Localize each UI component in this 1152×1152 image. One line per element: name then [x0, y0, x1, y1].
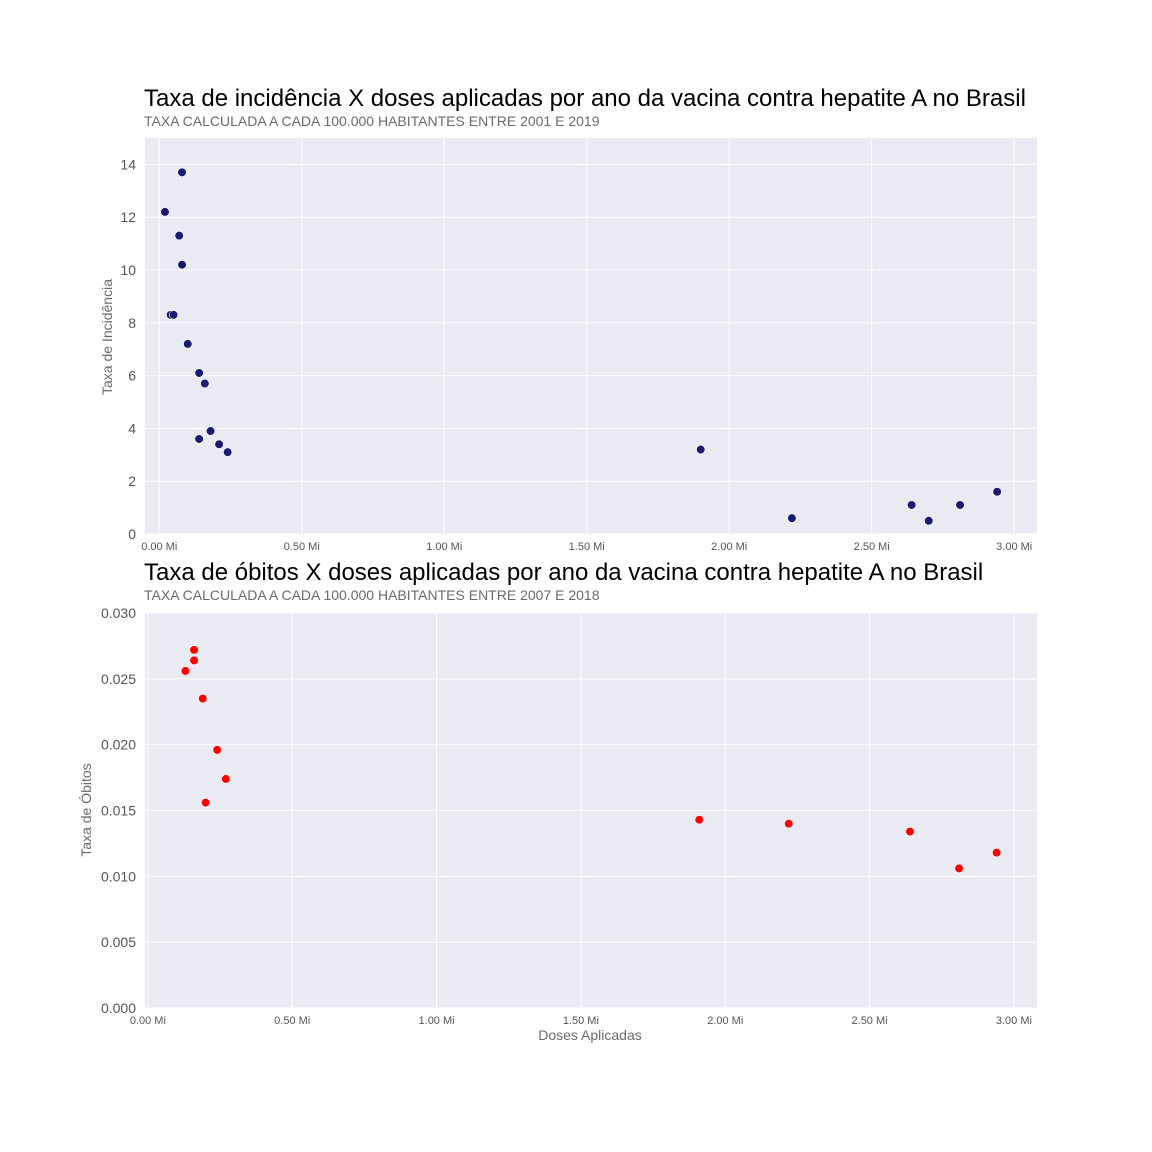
incidence-chart-title: Taxa de incidência X doses aplicadas por…: [144, 85, 1026, 112]
deaths-y-tick-label: 0.020: [101, 737, 136, 753]
incidence-y-tick-label: 2: [128, 473, 136, 489]
deaths-x-tick-label: 2.50 Mi: [852, 1015, 888, 1027]
incidence-data-point: [924, 516, 934, 526]
deaths-data-point: [954, 863, 964, 874]
incidence-y-tick-label: 8: [128, 315, 136, 331]
deaths-chart-title: Taxa de óbitos X doses aplicadas por ano…: [144, 559, 983, 586]
deaths-data-point: [212, 745, 222, 755]
deaths-x-axis-label: Doses Aplicadas: [538, 1027, 642, 1043]
deaths-y-tick-label: 0.005: [101, 934, 136, 950]
incidence-data-point: [194, 434, 204, 444]
incidence-data-point: [174, 231, 184, 241]
incidence-y-tick-label: 0: [128, 526, 136, 542]
incidence-data-point: [183, 339, 193, 349]
deaths-x-tick-label: 1.00 Mi: [419, 1015, 455, 1027]
deaths-chart: Taxa de óbitos X doses aplicadas por ano…: [78, 559, 1037, 1043]
incidence-data-point: [200, 378, 210, 389]
deaths-data-point: [694, 815, 704, 825]
deaths-y-axis-label: Taxa de Óbitos: [78, 763, 94, 856]
incidence-data-point: [168, 310, 179, 320]
incidence-x-tick-label: 0.00 Mi: [141, 541, 177, 553]
deaths-x-tick-label: 0.00 Mi: [130, 1015, 166, 1027]
incidence-y-tick-label: 4: [128, 420, 136, 436]
incidence-data-point: [214, 439, 224, 449]
incidence-chart: Taxa de incidência X doses aplicadas por…: [99, 85, 1037, 553]
deaths-x-tick-label: 3.00 Mi: [996, 1015, 1032, 1027]
incidence-y-tick-label: 6: [128, 368, 136, 384]
deaths-x-tick-label: 2.00 Mi: [707, 1015, 743, 1027]
deaths-y-tick-label: 0.030: [101, 605, 136, 621]
incidence-y-axis-label: Taxa de Incidência: [99, 279, 115, 395]
incidence-data-point: [177, 260, 187, 270]
deaths-data-point: [905, 826, 915, 837]
incidence-plot-area: [145, 138, 1037, 534]
incidence-data-point: [223, 447, 233, 457]
deaths-data-point: [221, 774, 231, 784]
deaths-data-point: [201, 797, 211, 808]
deaths-y-tick-label: 0.000: [101, 1000, 136, 1016]
incidence-y-tick-label: 14: [120, 156, 136, 172]
incidence-data-point: [696, 444, 706, 455]
incidence-data-point: [787, 513, 797, 523]
incidence-data-point: [907, 500, 917, 510]
incidence-data-point: [205, 426, 216, 436]
deaths-y-tick-label: 0.015: [101, 803, 136, 819]
incidence-x-tick-label: 1.50 Mi: [569, 541, 605, 553]
deaths-x-tick-label: 0.50 Mi: [274, 1015, 310, 1027]
deaths-y-tick-label: 0.025: [101, 671, 136, 687]
deaths-data-point: [189, 645, 199, 655]
deaths-data-point: [784, 819, 794, 829]
deaths-chart-subtitle: TAXA CALCULADA A CADA 100.000 HABITANTES…: [144, 587, 600, 603]
incidence-chart-subtitle: TAXA CALCULADA A CADA 100.000 HABITANTES…: [144, 113, 600, 129]
deaths-data-point: [180, 666, 191, 676]
incidence-x-tick-label: 0.50 Mi: [284, 541, 320, 553]
incidence-y-tick-label: 12: [120, 209, 136, 225]
incidence-y-tick-label: 10: [120, 262, 136, 278]
incidence-data-point: [177, 167, 187, 177]
deaths-data-point: [189, 655, 199, 666]
incidence-data-point: [992, 487, 1002, 497]
deaths-x-tick-label: 1.50 Mi: [563, 1015, 599, 1027]
incidence-x-tick-label: 3.00 Mi: [996, 541, 1032, 553]
incidence-x-tick-label: 2.50 Mi: [854, 541, 890, 553]
deaths-data-point: [198, 693, 208, 704]
incidence-x-tick-label: 2.00 Mi: [711, 541, 747, 553]
incidence-data-point: [955, 500, 965, 510]
deaths-y-tick-label: 0.010: [101, 868, 136, 884]
incidence-data-point: [194, 368, 204, 378]
deaths-data-point: [991, 848, 1002, 858]
incidence-x-tick-label: 1.00 Mi: [426, 541, 462, 553]
incidence-data-point: [160, 207, 170, 217]
